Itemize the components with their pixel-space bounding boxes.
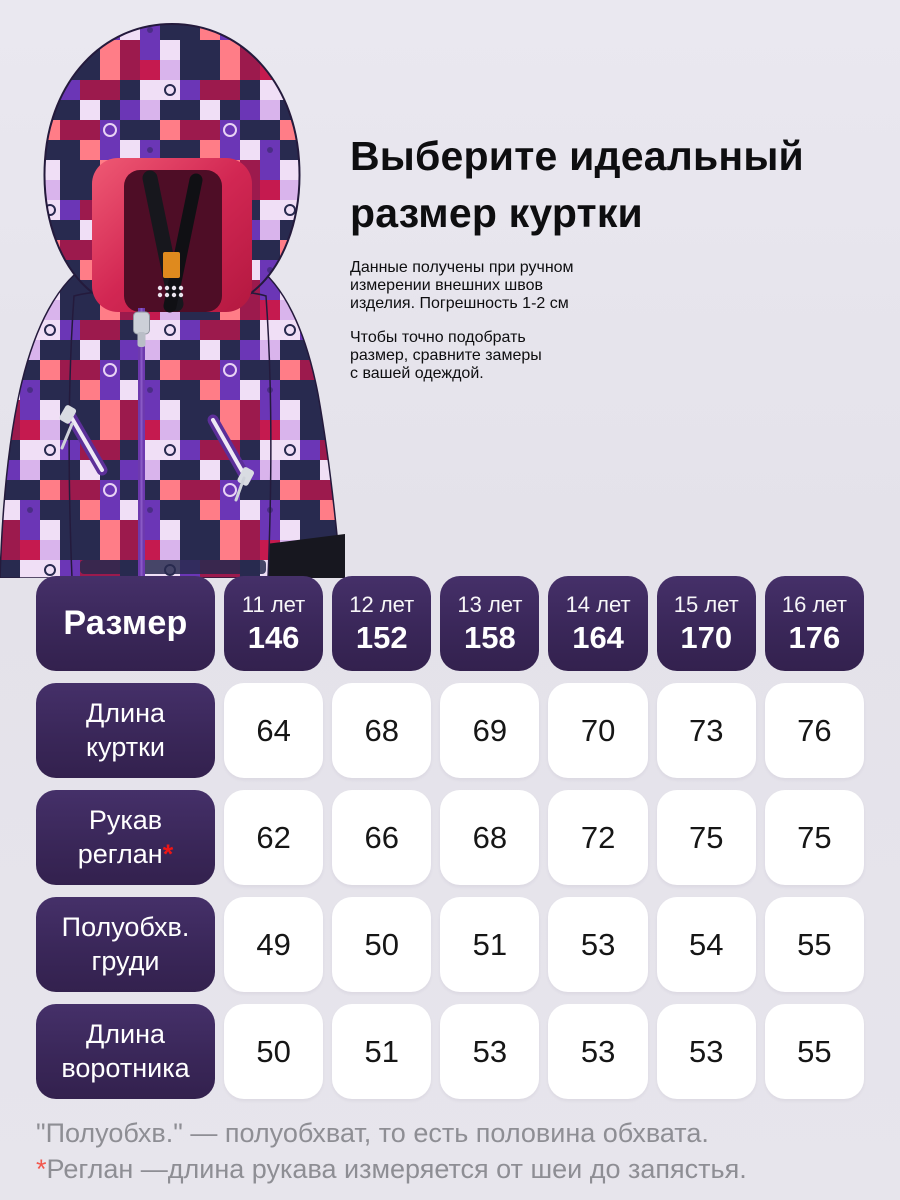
intro-block: Выберите идеальный размер куртки Данные … (350, 128, 890, 399)
column-age: 11 лет (241, 592, 306, 618)
row-label-cell: Длина воротника (36, 1004, 215, 1099)
row-label-line: груди (91, 945, 160, 976)
column-header-cell: 14 лет 164 (548, 576, 648, 671)
row-label-line: Рукав (88, 805, 163, 836)
row-label-line: Длина (85, 698, 166, 729)
intro-line: Данные получены при ручном (350, 259, 574, 277)
footnotes: "Полуобхв." — полуобхват, то есть полови… (36, 1116, 876, 1188)
value-cell: 68 (332, 683, 432, 778)
emphasis-line: размер, сравните замеры (350, 347, 542, 365)
footnote-text: Реглан —длина рукава измеряется от шеи д… (46, 1153, 747, 1184)
value-cell: 50 (332, 897, 432, 992)
value-cell: 76 (764, 683, 864, 778)
value-cell: 53 (656, 1004, 756, 1099)
value-cell: 66 (332, 790, 432, 885)
row-label-line: Полуобхв. (61, 912, 190, 943)
column-header-cell: 13 лет 158 (440, 576, 540, 671)
value-cell: 55 (764, 897, 864, 992)
column-age: 15 лет (673, 592, 739, 618)
value-cell: 68 (440, 790, 540, 885)
value-cell: 75 (764, 790, 864, 885)
title-line: размер куртки (350, 189, 643, 236)
jacket-photo (0, 0, 345, 578)
row-label-cell: Рукав реглан* (36, 790, 215, 885)
value-cell: 51 (332, 1004, 432, 1099)
footnote-line: "Полуобхв." — полуобхват, то есть полови… (36, 1116, 876, 1152)
value-cell: 69 (440, 683, 540, 778)
column-age: 13 лет (457, 592, 523, 618)
column-header-cell: 12 лет 152 (332, 576, 432, 671)
value-cell: 50 (224, 1004, 324, 1099)
value-cell: 53 (548, 1004, 648, 1099)
value-cell: 53 (548, 897, 648, 992)
jacket-pocket-right (207, 414, 254, 502)
row-label-cell: Полуобхв. груди (36, 897, 215, 992)
intro-line: изделия. Погрешность 1-2 см (350, 295, 569, 313)
size-table: Размер 11 лет 146 12 лет 152 13 лет 158 … (36, 576, 864, 1099)
value-cell: 72 (548, 790, 648, 885)
value-cell: 70 (548, 683, 648, 778)
jacket-illustration (0, 22, 345, 578)
jacket-cuff (258, 534, 345, 578)
column-header-cell: 11 лет 146 (224, 576, 324, 671)
value-cell: 51 (440, 897, 540, 992)
column-header-cell: 15 лет 170 (656, 576, 756, 671)
column-size: 176 (788, 619, 841, 655)
value-cell: 62 (224, 790, 324, 885)
column-size: 164 (572, 619, 624, 655)
column-size: 152 (355, 619, 408, 655)
row-label-cell: Длина куртки (36, 683, 215, 778)
row-label-line: куртки (86, 731, 165, 762)
column-age: 12 лет (349, 592, 415, 618)
table-corner-cell: Размер (36, 576, 215, 671)
footnote-asterisk: * (36, 1153, 47, 1184)
value-cell: 54 (656, 897, 756, 992)
value-cell: 73 (656, 683, 756, 778)
title-line: Выберите идеальный (350, 133, 804, 179)
value-cell: 53 (440, 1004, 540, 1099)
jacket-body (68, 287, 272, 578)
column-size: 170 (680, 619, 733, 655)
footnote-text: "Полуобхв." — полуобхват, то есть полови… (36, 1118, 709, 1148)
row-label-line: реглан* (78, 838, 173, 871)
value-cell: 49 (224, 897, 324, 992)
required-asterisk: * (162, 838, 174, 869)
emphasis-line: с вашей одеждой. (350, 365, 484, 383)
footnote-line: *Реглан —длина рукава измеряется от шеи … (36, 1152, 876, 1188)
column-age: 14 лет (565, 592, 631, 618)
column-size: 158 (464, 619, 516, 655)
emphasis-line: Чтобы точно подобрать (350, 329, 526, 347)
column-size: 146 (247, 619, 300, 655)
intro-line: измерении внешних швов (350, 277, 543, 295)
row-label-text: реглан (77, 838, 163, 869)
value-cell: 55 (764, 1004, 864, 1099)
page-title: Выберите идеальный размер куртки (350, 128, 890, 241)
column-header-cell: 16 лет 176 (764, 576, 864, 671)
row-label-line: Длина (85, 1019, 166, 1050)
value-cell: 75 (656, 790, 756, 885)
column-age: 16 лет (781, 592, 847, 618)
value-cell: 64 (224, 683, 324, 778)
row-label-line: воротника (61, 1052, 190, 1083)
jacket-pocket-left (59, 405, 108, 476)
